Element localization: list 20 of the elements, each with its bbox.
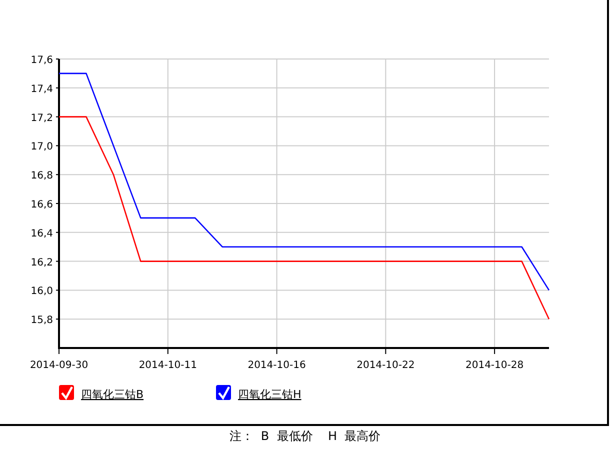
y-tick-label: 17,0 — [30, 142, 53, 153]
line-series — [58, 72, 550, 291]
line-series — [58, 116, 550, 320]
x-tick-label: 2014-10-22 — [356, 360, 415, 371]
x-tick-label: 2014-10-16 — [248, 360, 306, 371]
y-tick-label: 17,2 — [30, 112, 53, 124]
y-tick-label: 15,8 — [30, 315, 53, 326]
y-tick-label: 16,0 — [30, 286, 53, 298]
y-tick-label: 16,2 — [30, 257, 53, 268]
y-tick-label: 16,4 — [30, 228, 53, 240]
y-tick-label: 16,8 — [30, 170, 53, 182]
y-tick-label: 17,6 — [30, 55, 53, 66]
y-tick-label: 17,4 — [30, 84, 53, 95]
x-tick-label: 2014-10-28 — [465, 360, 524, 371]
legend-label: 四氧化三钴B — [81, 388, 144, 401]
legend-label: 四氧化三钴H — [238, 388, 302, 401]
y-tick-label: 16,6 — [30, 200, 53, 210]
x-tick-label: 2014-09-30 — [30, 360, 88, 371]
text: 注： B 最低价 H 最高价 — [229, 429, 381, 443]
x-tick-label: 2014-10-11 — [138, 360, 197, 371]
